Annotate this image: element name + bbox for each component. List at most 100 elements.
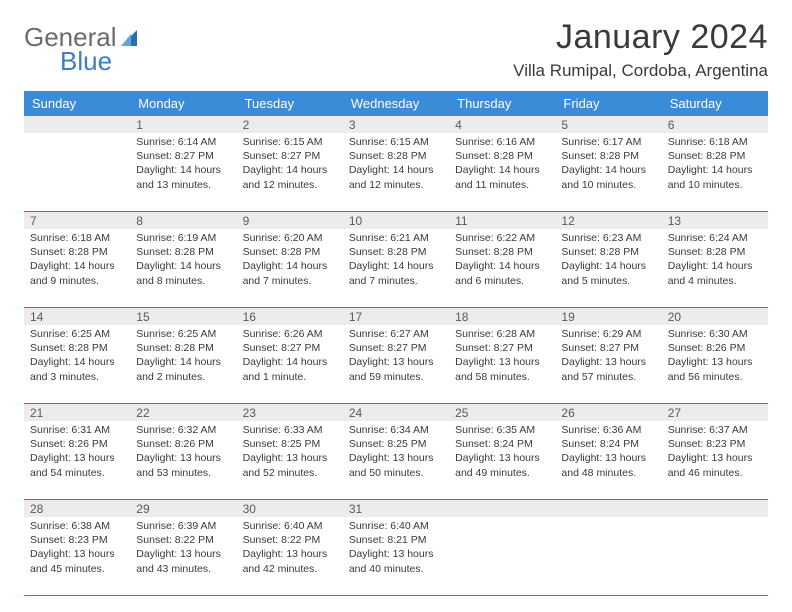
day-cell-line: and 49 minutes. <box>455 466 549 480</box>
day-cell-line: Sunrise: 6:28 AM <box>455 327 549 341</box>
logo-text: General Blue <box>24 24 117 74</box>
day-cell-line: Sunrise: 6:20 AM <box>243 231 337 245</box>
day-cell-line: Daylight: 14 hours <box>136 163 230 177</box>
day-cell-line: Sunset: 8:28 PM <box>30 341 124 355</box>
week-row: Sunrise: 6:38 AMSunset: 8:23 PMDaylight:… <box>24 517 768 596</box>
day-cell-line: Sunrise: 6:17 AM <box>561 135 655 149</box>
day-cell: Sunrise: 6:22 AMSunset: 8:28 PMDaylight:… <box>449 229 555 307</box>
day-cell-line: and 12 minutes. <box>243 178 337 192</box>
day-cell-line: Sunrise: 6:24 AM <box>668 231 762 245</box>
day-cell-line: Sunset: 8:22 PM <box>136 533 230 547</box>
day-cell-line: Sunrise: 6:16 AM <box>455 135 549 149</box>
day-cell-line: Sunrise: 6:14 AM <box>136 135 230 149</box>
day-cell-line: Sunrise: 6:40 AM <box>243 519 337 533</box>
week-row: Sunrise: 6:31 AMSunset: 8:26 PMDaylight:… <box>24 421 768 500</box>
day-cell-line: Daylight: 14 hours <box>561 163 655 177</box>
day-cell: Sunrise: 6:37 AMSunset: 8:23 PMDaylight:… <box>662 421 768 499</box>
day-cell-line: Sunset: 8:24 PM <box>455 437 549 451</box>
day-cell-line: and 42 minutes. <box>243 562 337 576</box>
day-cell-line: Daylight: 14 hours <box>668 163 762 177</box>
day-number: 31 <box>343 500 449 517</box>
day-number: 18 <box>449 308 555 325</box>
day-cell-line: Sunset: 8:25 PM <box>349 437 443 451</box>
day-cell-line: Sunset: 8:28 PM <box>136 245 230 259</box>
day-cell-line: Daylight: 14 hours <box>136 355 230 369</box>
day-cell-line: Sunrise: 6:36 AM <box>561 423 655 437</box>
day-cell-line: Daylight: 13 hours <box>243 547 337 561</box>
day-cell-line: and 7 minutes. <box>349 274 443 288</box>
day-header-cell: Saturday <box>662 91 768 116</box>
day-cell-line: Sunset: 8:23 PM <box>30 533 124 547</box>
week-row: Sunrise: 6:25 AMSunset: 8:28 PMDaylight:… <box>24 325 768 404</box>
day-cell-line: Daylight: 14 hours <box>455 163 549 177</box>
day-number: 14 <box>24 308 130 325</box>
day-header-cell: Wednesday <box>343 91 449 116</box>
day-cell-line: Daylight: 13 hours <box>30 547 124 561</box>
day-cell-line: Sunrise: 6:40 AM <box>349 519 443 533</box>
day-cell-line: Sunset: 8:27 PM <box>243 149 337 163</box>
day-cell: Sunrise: 6:19 AMSunset: 8:28 PMDaylight:… <box>130 229 236 307</box>
day-header-row: SundayMondayTuesdayWednesdayThursdayFrid… <box>24 91 768 116</box>
day-cell-line: Sunrise: 6:15 AM <box>349 135 443 149</box>
day-cell: Sunrise: 6:36 AMSunset: 8:24 PMDaylight:… <box>555 421 661 499</box>
day-cell-line: and 50 minutes. <box>349 466 443 480</box>
day-cell-line: Daylight: 14 hours <box>561 259 655 273</box>
day-cell: Sunrise: 6:17 AMSunset: 8:28 PMDaylight:… <box>555 133 661 211</box>
day-cell-line: Sunset: 8:28 PM <box>243 245 337 259</box>
daynum-row: 78910111213 <box>24 212 768 229</box>
day-number: 21 <box>24 404 130 421</box>
day-cell-line: and 52 minutes. <box>243 466 337 480</box>
day-cell: Sunrise: 6:31 AMSunset: 8:26 PMDaylight:… <box>24 421 130 499</box>
day-cell: Sunrise: 6:33 AMSunset: 8:25 PMDaylight:… <box>237 421 343 499</box>
day-cell: Sunrise: 6:15 AMSunset: 8:27 PMDaylight:… <box>237 133 343 211</box>
day-cell: Sunrise: 6:28 AMSunset: 8:27 PMDaylight:… <box>449 325 555 403</box>
day-number: 22 <box>130 404 236 421</box>
day-cell-line: Sunrise: 6:37 AM <box>668 423 762 437</box>
day-number: 30 <box>237 500 343 517</box>
day-cell-line: Sunset: 8:28 PM <box>349 149 443 163</box>
day-number: 5 <box>555 116 661 133</box>
day-cell-line: Daylight: 13 hours <box>349 355 443 369</box>
day-cell-line: Sunrise: 6:30 AM <box>668 327 762 341</box>
day-cell-line: Sunrise: 6:25 AM <box>30 327 124 341</box>
day-cell: Sunrise: 6:30 AMSunset: 8:26 PMDaylight:… <box>662 325 768 403</box>
day-cell: Sunrise: 6:18 AMSunset: 8:28 PMDaylight:… <box>24 229 130 307</box>
day-number: 28 <box>24 500 130 517</box>
day-cell <box>449 517 555 595</box>
day-cell-line: Sunrise: 6:23 AM <box>561 231 655 245</box>
day-number: 3 <box>343 116 449 133</box>
month-title: January 2024 <box>513 18 768 57</box>
day-cell-line: Sunset: 8:28 PM <box>455 245 549 259</box>
day-number: 16 <box>237 308 343 325</box>
day-cell-line: Sunset: 8:25 PM <box>243 437 337 451</box>
day-cell: Sunrise: 6:15 AMSunset: 8:28 PMDaylight:… <box>343 133 449 211</box>
day-number: 15 <box>130 308 236 325</box>
day-cell: Sunrise: 6:18 AMSunset: 8:28 PMDaylight:… <box>662 133 768 211</box>
day-cell-line: Daylight: 14 hours <box>30 259 124 273</box>
day-cell-line: Sunrise: 6:15 AM <box>243 135 337 149</box>
day-number <box>662 500 768 517</box>
day-header-cell: Monday <box>130 91 236 116</box>
day-cell <box>24 133 130 211</box>
day-cell-line: Sunrise: 6:35 AM <box>455 423 549 437</box>
day-cell: Sunrise: 6:34 AMSunset: 8:25 PMDaylight:… <box>343 421 449 499</box>
day-cell-line: Sunset: 8:28 PM <box>349 245 443 259</box>
day-cell-line: Daylight: 14 hours <box>30 355 124 369</box>
day-cell <box>662 517 768 595</box>
day-cell: Sunrise: 6:16 AMSunset: 8:28 PMDaylight:… <box>449 133 555 211</box>
day-cell-line: Daylight: 14 hours <box>243 355 337 369</box>
day-cell-line: Sunrise: 6:29 AM <box>561 327 655 341</box>
day-cell-line: and 6 minutes. <box>455 274 549 288</box>
day-cell: Sunrise: 6:29 AMSunset: 8:27 PMDaylight:… <box>555 325 661 403</box>
day-cell-line: and 59 minutes. <box>349 370 443 384</box>
day-cell-line: and 9 minutes. <box>30 274 124 288</box>
day-cell-line: and 40 minutes. <box>349 562 443 576</box>
logo-text-bottom: Blue <box>60 48 117 74</box>
day-cell-line: Daylight: 13 hours <box>455 451 549 465</box>
day-cell-line: Sunset: 8:28 PM <box>455 149 549 163</box>
day-cell-line: and 5 minutes. <box>561 274 655 288</box>
day-cell-line: Daylight: 14 hours <box>668 259 762 273</box>
day-cell: Sunrise: 6:20 AMSunset: 8:28 PMDaylight:… <box>237 229 343 307</box>
day-cell-line: Sunrise: 6:27 AM <box>349 327 443 341</box>
day-number: 6 <box>662 116 768 133</box>
